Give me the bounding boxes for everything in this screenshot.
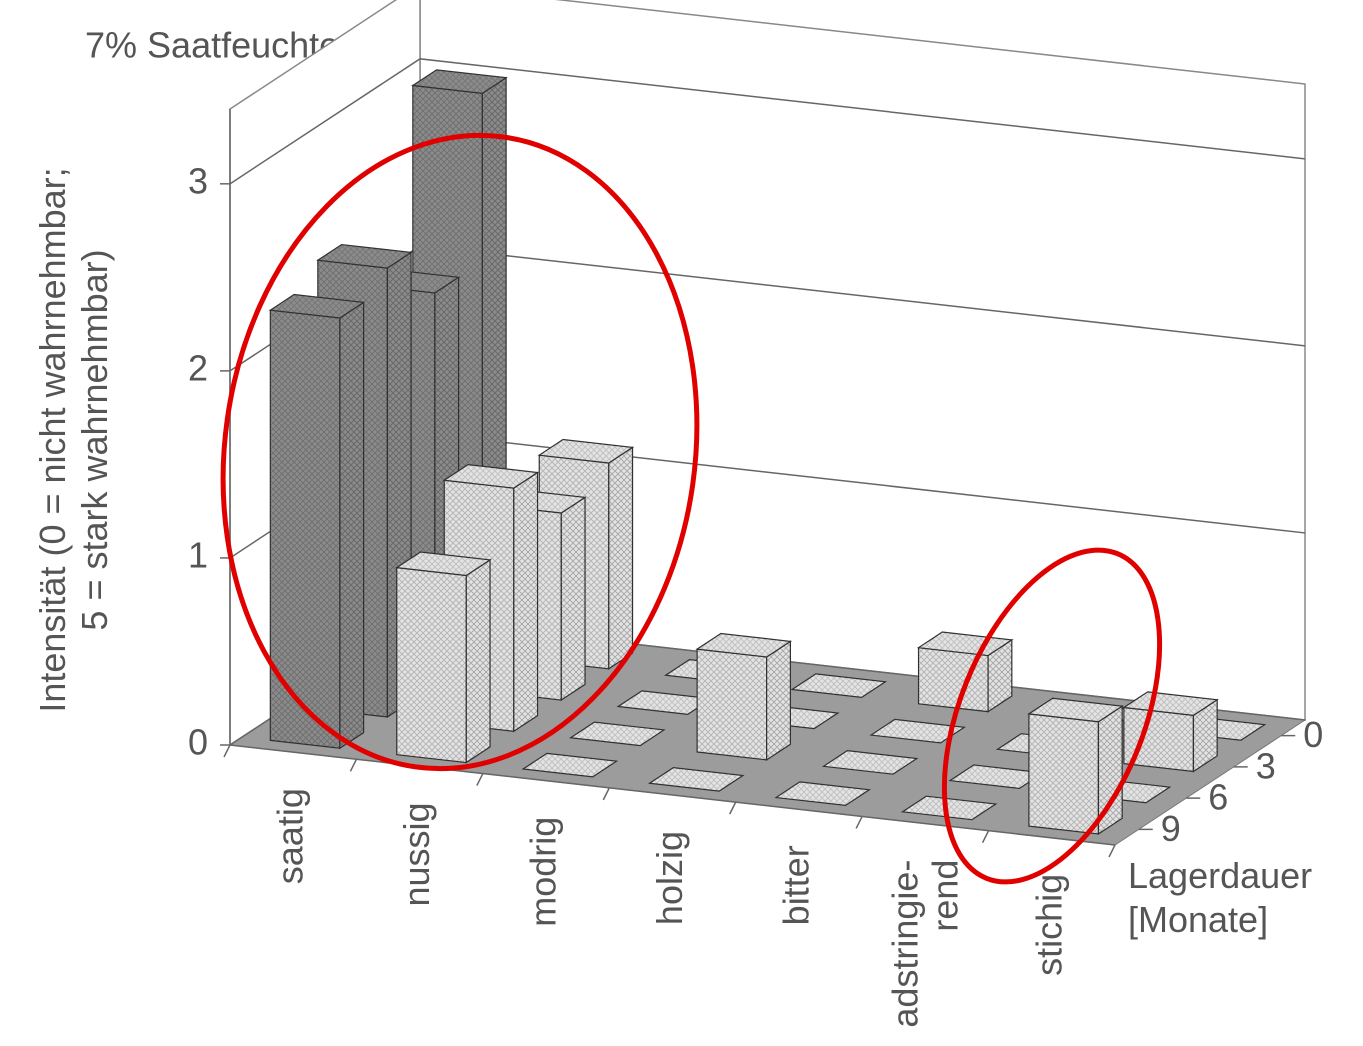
bar-side-texture: [339, 302, 364, 749]
bar: [268, 293, 366, 750]
annotation-ellipse: [220, 132, 700, 772]
bar-side-texture: [1193, 699, 1218, 772]
bar-side-texture: [988, 639, 1012, 712]
bar-top-texture: [823, 750, 917, 775]
bar-top-texture: [317, 244, 412, 269]
bar-top-texture: [412, 69, 507, 94]
bar-top-texture: [792, 673, 886, 698]
z-axis-label: Lagerdauer [Monate]: [1128, 855, 1312, 940]
plot-area: 0 1 2 3 Intensität (0 = nicht wahrnehmbar;5 …: [32, 0, 1323, 1028]
bar: [1122, 691, 1219, 773]
bar: [916, 631, 1014, 713]
x-tick: [223, 744, 231, 758]
z-tick-label: 6: [1208, 777, 1228, 818]
bar: [1027, 697, 1124, 836]
y-axis-label-line: 5 = stark wahrnehmbar): [74, 249, 115, 630]
x-tick: [349, 758, 358, 772]
z-tick-label: 9: [1161, 808, 1181, 849]
y-tick-label: 1: [188, 534, 208, 575]
x-tick: [602, 787, 610, 801]
bar: [647, 767, 745, 792]
bar: [774, 781, 872, 807]
x-tick-label: saatig: [270, 788, 311, 884]
bar-front-texture: [396, 567, 467, 763]
bar-top-texture: [1123, 691, 1218, 716]
x-axis: [229, 744, 1116, 846]
y-tick-label: 0: [188, 722, 208, 763]
bar-top-texture: [1028, 698, 1123, 722]
bar-top-texture: [523, 753, 617, 777]
x-tick-label: bitter: [775, 845, 816, 925]
bar-front-texture: [918, 647, 989, 712]
x-tick: [729, 801, 737, 815]
bar-top-texture: [270, 294, 364, 319]
x-tick: [981, 830, 990, 844]
bar-side-texture: [1098, 706, 1123, 834]
bar-side-texture: [466, 559, 491, 763]
z-axis-label-line: [Monate]: [1128, 899, 1268, 940]
x-tick-label: nussig: [396, 802, 437, 906]
bar-top-texture: [618, 690, 712, 715]
bar-top-texture: [539, 439, 633, 464]
bar: [395, 551, 492, 764]
x-tick-label: stichig: [1028, 874, 1069, 976]
bar-top-texture: [902, 796, 996, 820]
bar-side-texture: [608, 447, 633, 669]
y-axis-label: Intensität (0 = nicht wahrnehmbar;5 = st…: [32, 167, 115, 712]
bar-top-texture: [444, 464, 538, 489]
z-axis-label-line: Lagerdauer: [1128, 855, 1312, 896]
bar-top-texture: [697, 633, 791, 657]
bar: [616, 690, 714, 715]
bar: [900, 795, 998, 821]
annotation-ellipse: [941, 547, 1163, 885]
bar: [521, 752, 619, 778]
bar-front-texture: [1028, 713, 1099, 834]
bar-top-texture: [871, 719, 965, 743]
bar-front-texture: [697, 649, 767, 760]
z-tick-label: 3: [1256, 745, 1276, 786]
grid-line: [229, 58, 1306, 185]
bar-top-texture: [776, 781, 870, 806]
x-tick: [855, 816, 863, 829]
bar: [568, 721, 666, 747]
bar-side-texture: [561, 497, 586, 701]
bar-top-texture: [649, 767, 743, 792]
bar: [790, 673, 888, 698]
bar-side-texture: [513, 472, 538, 732]
x-tick: [1108, 844, 1116, 858]
x-tick-label-line: adstringie-: [884, 860, 925, 1028]
y-axis-label-line: Intensität (0 = nicht wahrnehmbar;: [32, 167, 73, 712]
x-tick-label: adstringie-rend: [884, 860, 965, 1028]
bar-top-texture: [570, 722, 664, 746]
z-tick-label: 0: [1303, 714, 1323, 755]
bar-top-texture: [396, 552, 491, 576]
x-tick-label: holzig: [649, 831, 690, 925]
x-tick-label: modrig: [523, 817, 564, 927]
bar-top-texture: [949, 764, 1044, 789]
bar-front-texture: [1123, 707, 1194, 772]
bar-front-texture: [270, 310, 340, 749]
x-tick: [476, 773, 484, 786]
bar: [948, 764, 1045, 790]
y-tick-label: 2: [188, 347, 208, 388]
bar: [821, 750, 919, 775]
bar: [869, 718, 967, 744]
y-tick-label: 3: [188, 160, 208, 201]
bar: [695, 632, 793, 761]
x-tick-label-line: rend: [924, 860, 965, 932]
bar-side-texture: [766, 641, 791, 760]
